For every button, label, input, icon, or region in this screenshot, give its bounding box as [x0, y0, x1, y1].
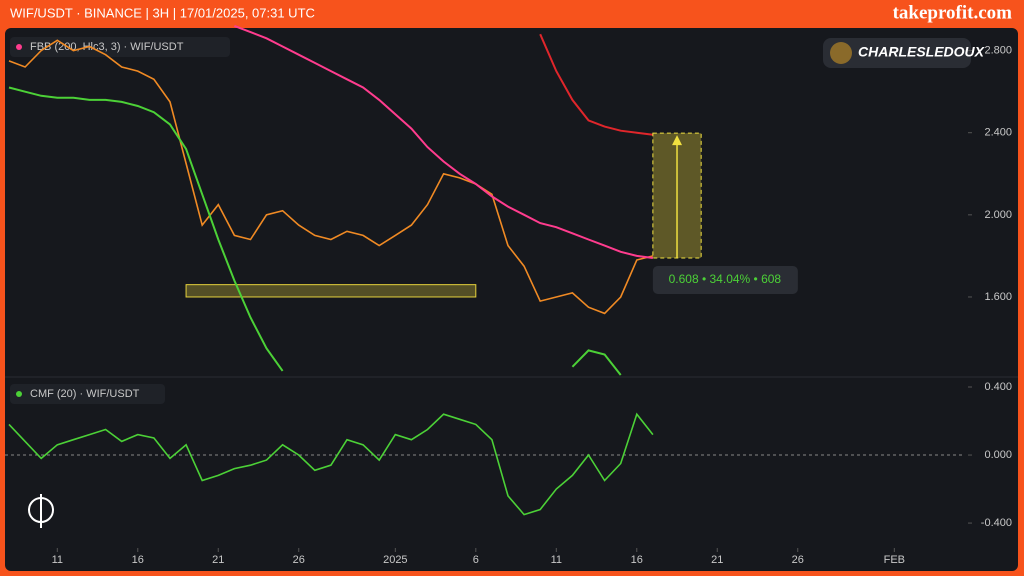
avatar — [830, 42, 852, 64]
x-tick-label: 6 — [473, 554, 479, 566]
x-tick-label: 2025 — [383, 554, 407, 566]
y-tick-label: 2.800 — [984, 44, 1012, 56]
badge-box — [823, 38, 971, 68]
legend-box — [10, 384, 165, 404]
y-tick-label: 1.600 — [984, 291, 1012, 303]
arrow-head — [672, 135, 683, 146]
legend-label: CMF (20) · WIF/USDT — [30, 388, 140, 400]
y-tick-label: 2.400 — [984, 127, 1012, 139]
series-line — [539, 33, 654, 136]
x-tick-label: 16 — [631, 554, 643, 566]
x-tick-label: 11 — [551, 554, 562, 566]
series-line — [8, 86, 622, 376]
x-tick-label: 26 — [792, 554, 804, 566]
x-tick-label: FEB — [884, 554, 905, 566]
panel — [5, 28, 1018, 571]
legend-label: FBB (200, Hlc3, 3) · WIF/USDT — [30, 41, 184, 53]
legend-box — [10, 37, 230, 57]
legend-dot — [16, 44, 22, 50]
header-title: WIF/USDT · BINANCE | 3H | 17/01/2025, 07… — [10, 5, 315, 20]
x-tick-label: 11 — [52, 554, 63, 566]
legend-dot — [16, 391, 22, 397]
series-line — [234, 24, 654, 259]
measure-label: 0.608 • 34.04% • 608 — [669, 272, 782, 286]
x-tick-label: 26 — [293, 554, 305, 566]
brand: takeprofit.com — [893, 2, 1013, 23]
y-tick-label: 0.000 — [984, 449, 1012, 461]
zone — [185, 284, 477, 298]
y-tick-label: 0.400 — [984, 381, 1012, 393]
series-line — [8, 412, 654, 516]
x-tick-label: 21 — [711, 554, 723, 566]
logo — [28, 494, 54, 528]
measure-label-box — [652, 265, 798, 294]
badge: CHARLESLEDOUX — [858, 44, 986, 60]
y-tick-label: -0.400 — [981, 517, 1012, 529]
series-line — [8, 39, 654, 315]
x-tick-label: 16 — [132, 554, 144, 566]
y-tick-label: 2.000 — [984, 209, 1012, 221]
x-tick-label: 21 — [212, 554, 224, 566]
